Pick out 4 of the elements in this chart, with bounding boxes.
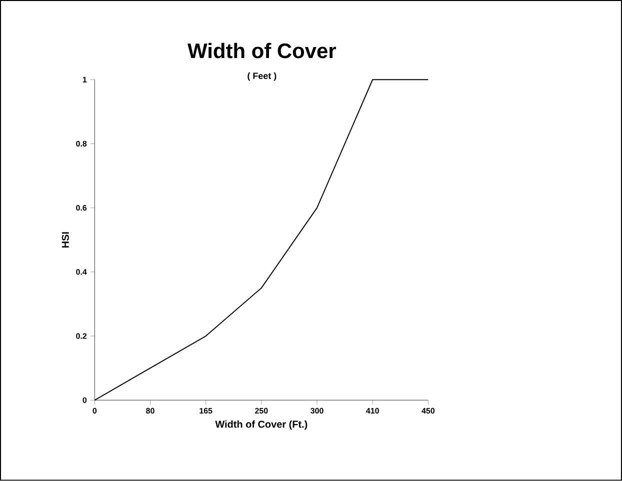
y-axis-title: HSI [62,232,69,248]
chart-title: Width of Cover [188,42,336,58]
x-axis-title: Width of Cover (Ft.) [215,420,308,430]
chart-subtitle: ( Feet ) [248,72,276,81]
